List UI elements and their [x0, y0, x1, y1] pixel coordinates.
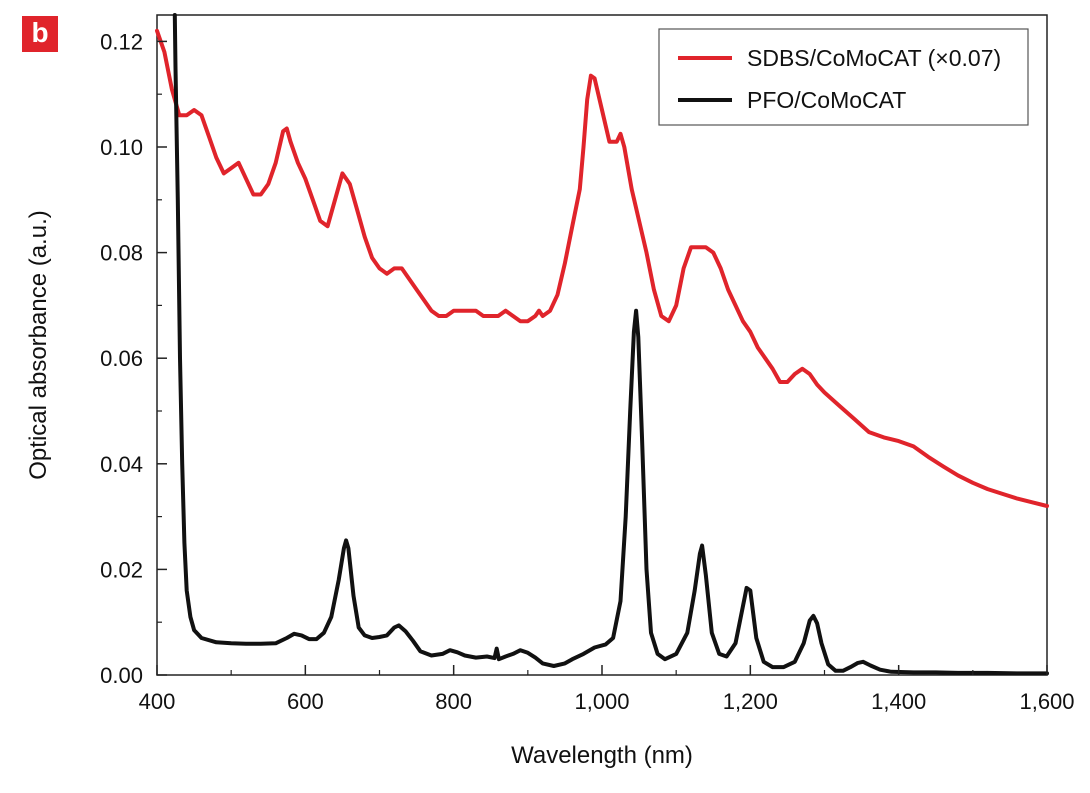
- legend-label-pfo: PFO/CoMoCAT: [747, 87, 906, 113]
- y-tick-label: 0.08: [100, 241, 143, 266]
- x-tick-label: 800: [435, 689, 472, 714]
- x-tick-label: 1,600: [1019, 689, 1074, 714]
- y-tick-label: 0.06: [100, 346, 143, 371]
- x-tick-label: 1,200: [723, 689, 778, 714]
- x-tick-label: 400: [139, 689, 176, 714]
- y-axis-title: Optical absorbance (a.u.): [25, 210, 52, 479]
- y-tick-label: 0.12: [100, 29, 143, 54]
- legend-box: [658, 28, 1029, 126]
- legend-label-sdbs: SDBS/CoMoCAT (×0.07): [747, 45, 1001, 71]
- x-tick-label: 1,400: [871, 689, 926, 714]
- panel-label-badge: b: [22, 16, 58, 52]
- legend: SDBS/CoMoCAT (×0.07) PFO/CoMoCAT: [658, 28, 1029, 126]
- x-tick-label: 1,000: [574, 689, 629, 714]
- series-line-pfo-comocat: [172, 13, 1049, 676]
- series-line-sdbs-comocat: [155, 28, 1049, 508]
- y-tick-label: 0.00: [100, 663, 143, 688]
- x-tick-label: 600: [287, 689, 324, 714]
- x-axis-title: Wavelength (nm): [511, 742, 693, 769]
- y-tick-label: 0.04: [100, 452, 143, 477]
- y-tick-label: 0.10: [100, 135, 143, 160]
- y-tick-label: 0.02: [100, 557, 143, 582]
